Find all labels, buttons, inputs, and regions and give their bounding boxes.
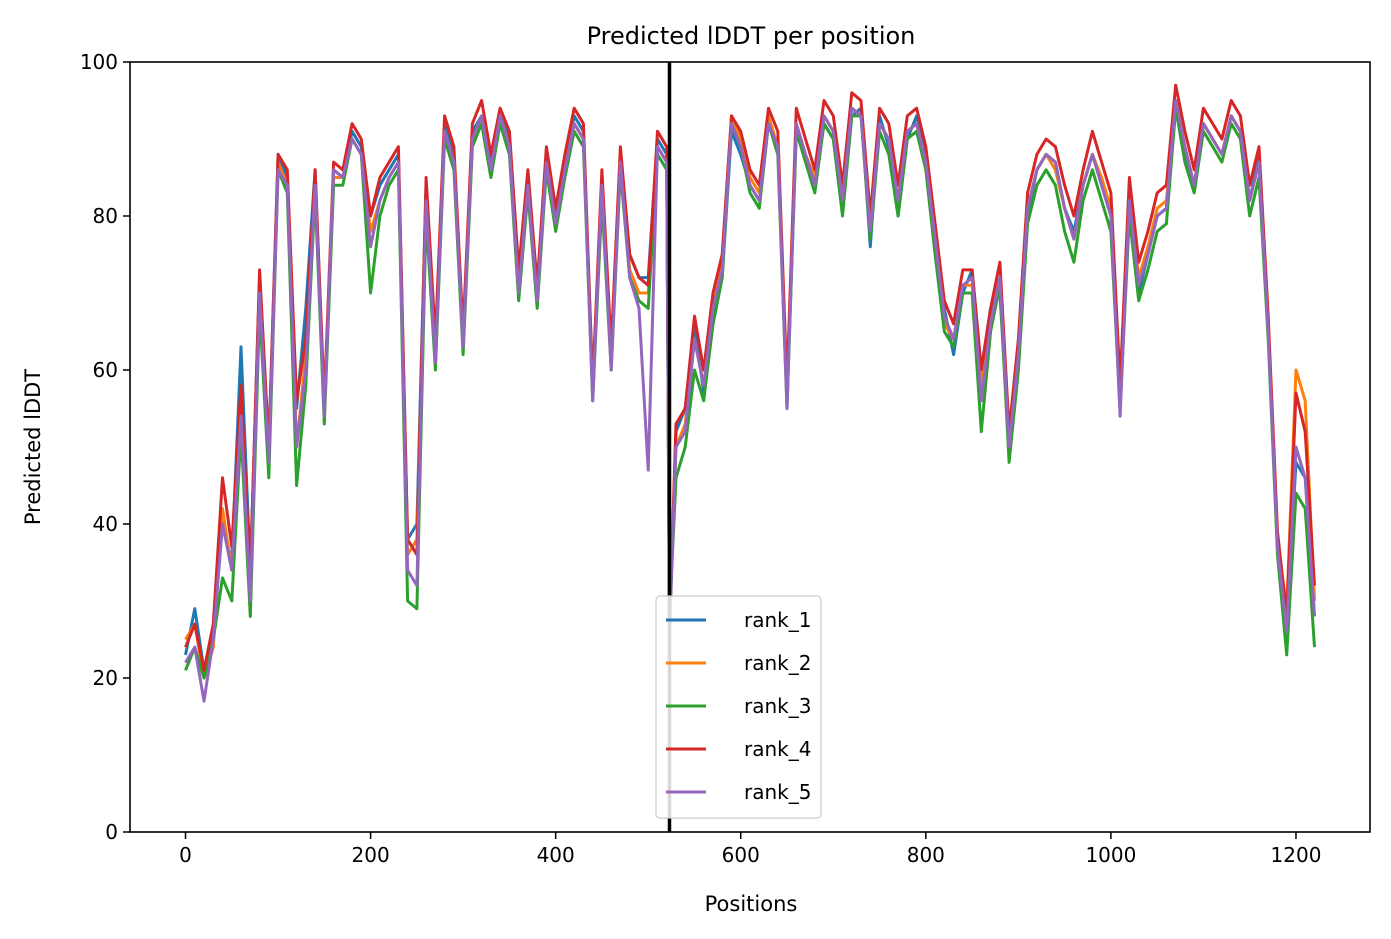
x-tick-label: 1200	[1271, 843, 1322, 867]
x-axis-label: Positions	[705, 892, 798, 916]
x-tick-label: 400	[537, 843, 575, 867]
x-tick-label: 200	[352, 843, 390, 867]
y-ticks: 0 20 40 60 80 100	[80, 50, 130, 844]
x-ticks: 0 200 400 600 800 1000 1200	[179, 832, 1321, 867]
legend: rank_1 rank_2 rank_3 rank_4 rank_5	[655, 595, 822, 819]
legend-box	[655, 595, 822, 819]
series-layer	[184, 83, 1316, 703]
y-tick-label: 40	[93, 512, 118, 536]
legend-label-rank-4: rank_4	[744, 737, 811, 761]
x-tick-label: 0	[179, 843, 192, 867]
x-tick-label: 600	[722, 843, 760, 867]
y-axis-label: Predicted lDDT	[21, 369, 45, 525]
plot-frame	[129, 61, 1371, 833]
legend-label-rank-1: rank_1	[744, 608, 811, 632]
legend-label-rank-2: rank_2	[744, 651, 811, 675]
chart-title: Predicted lDDT per position	[587, 22, 916, 50]
y-tick-label: 20	[93, 666, 118, 690]
legend-label-rank-5: rank_5	[744, 780, 811, 804]
x-tick-label: 800	[907, 843, 945, 867]
y-tick-label: 100	[80, 50, 118, 74]
series-line-rank-5	[184, 99, 1316, 703]
legend-label-rank-3: rank_3	[744, 694, 811, 718]
y-tick-label: 80	[93, 204, 118, 228]
y-tick-label: 0	[105, 820, 118, 844]
y-tick-label: 60	[93, 358, 118, 382]
x-tick-label: 1000	[1085, 843, 1136, 867]
